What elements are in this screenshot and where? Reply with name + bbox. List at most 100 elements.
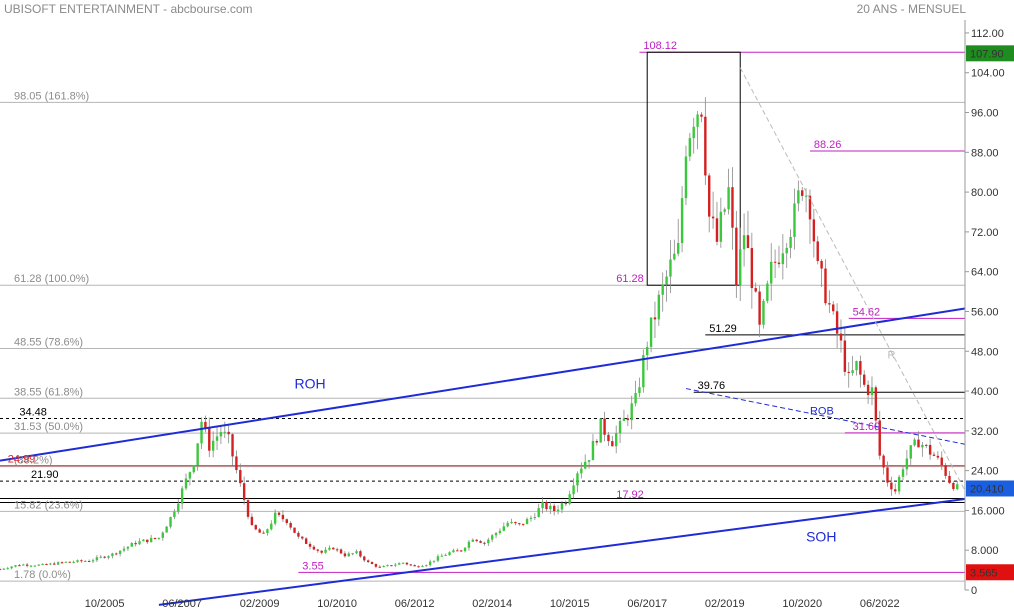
candle-body xyxy=(739,249,742,286)
price-badge xyxy=(966,480,1014,497)
candle-body xyxy=(258,529,261,533)
candle-body xyxy=(770,261,773,284)
candle-body xyxy=(246,500,250,517)
candle-body xyxy=(680,198,684,244)
candle-body xyxy=(428,561,432,566)
candle-body xyxy=(142,539,145,542)
candle-body xyxy=(239,470,242,484)
candle-body xyxy=(273,512,277,524)
trendline-label: R xyxy=(887,350,895,362)
candle-body xyxy=(874,387,878,421)
candle-body xyxy=(494,532,498,536)
candle-body xyxy=(719,211,723,242)
candle-body xyxy=(618,420,622,434)
trendline xyxy=(158,497,966,606)
candle-body xyxy=(529,517,533,519)
candle-body xyxy=(29,565,33,567)
candle-body xyxy=(134,543,137,545)
candle-body xyxy=(6,568,9,570)
candle-body xyxy=(25,564,29,566)
candle-body xyxy=(285,519,288,523)
candle-body xyxy=(421,566,424,568)
candle-body xyxy=(587,460,591,462)
candle-body xyxy=(49,563,52,565)
candle-body xyxy=(343,553,347,557)
x-tick-label: 06/2022 xyxy=(860,598,900,610)
price-level-label: 34.48 xyxy=(19,407,47,419)
trendline-label: ROH xyxy=(295,376,326,392)
candle-body xyxy=(316,549,319,551)
fib-label: 61.28 (100.0%) xyxy=(14,273,89,285)
trend-layer xyxy=(0,67,966,606)
candle-body xyxy=(855,361,858,371)
candle-body xyxy=(708,175,711,217)
candle-body xyxy=(615,433,618,447)
y-tick-label: 16.000 xyxy=(971,505,1005,517)
candle-body xyxy=(146,539,149,543)
x-tick-label: 06/2017 xyxy=(627,598,667,610)
y-tick-label: 80.00 xyxy=(971,187,999,199)
candle-body xyxy=(370,562,374,565)
x-tick-label: 02/2014 xyxy=(472,598,512,610)
candle-body xyxy=(10,566,13,569)
price-level-label: 21.90 xyxy=(31,469,59,481)
fib-label: 48.55 (78.6%) xyxy=(14,337,83,349)
candle-body xyxy=(762,300,765,325)
candle-body xyxy=(812,219,816,242)
candle-body xyxy=(99,556,102,558)
candle-body xyxy=(863,374,866,385)
price-level-label: 88.26 xyxy=(814,139,842,151)
candle-body xyxy=(87,561,91,563)
candle-body xyxy=(196,443,199,466)
candle-body xyxy=(351,553,354,555)
price-badge-label: 107.90 xyxy=(970,48,1004,60)
candle-body xyxy=(688,138,692,157)
candle-body xyxy=(363,556,366,561)
grid-layer xyxy=(0,101,965,582)
candle-body xyxy=(711,216,715,219)
candle-body xyxy=(444,554,447,556)
candle-body xyxy=(103,556,106,558)
candle-body xyxy=(413,565,416,567)
candle-body xyxy=(386,565,389,567)
candle-body xyxy=(405,562,409,565)
fib-label: 38.55 (61.8%) xyxy=(14,386,83,398)
candle-body xyxy=(804,195,808,197)
candle-body xyxy=(890,482,893,490)
y-tick-label: 56.00 xyxy=(971,306,999,318)
candle-body xyxy=(397,563,401,565)
candle-body xyxy=(940,457,943,466)
price-level-label: 3.55 xyxy=(302,560,323,572)
label-layer: 98.05 (161.8%) 61.28 (100.0%) 48.55 (78.6%… xyxy=(8,40,896,581)
candle-body xyxy=(22,564,25,566)
candle-body xyxy=(816,241,819,261)
candle-body xyxy=(487,539,490,544)
candle-body xyxy=(227,431,230,435)
top-range-box xyxy=(646,51,741,286)
candle-body xyxy=(118,550,122,554)
candle-body xyxy=(254,525,257,530)
candle-body xyxy=(789,236,792,248)
candle-body xyxy=(824,268,827,304)
candle-body xyxy=(192,465,195,473)
candle-body xyxy=(335,549,339,551)
candle-body xyxy=(646,346,649,356)
y-tick-label: 0 xyxy=(971,585,977,597)
candle-body xyxy=(448,552,451,555)
y-tick-label: 64.00 xyxy=(971,267,999,279)
candle-body xyxy=(642,355,645,388)
candle-body xyxy=(378,566,382,568)
candle-body xyxy=(161,532,164,538)
candle-body xyxy=(452,550,455,553)
candle-body xyxy=(149,537,153,543)
trendline-label: ROB xyxy=(810,405,834,417)
y-tick-label: 104.00 xyxy=(971,68,1005,80)
candle-body xyxy=(820,260,823,269)
candle-body xyxy=(638,387,641,394)
price-level-label: 39.76 xyxy=(698,380,726,392)
candle-body xyxy=(684,156,688,199)
price-badge xyxy=(966,45,1014,62)
candle-body xyxy=(696,114,699,127)
candle-body xyxy=(510,522,513,524)
